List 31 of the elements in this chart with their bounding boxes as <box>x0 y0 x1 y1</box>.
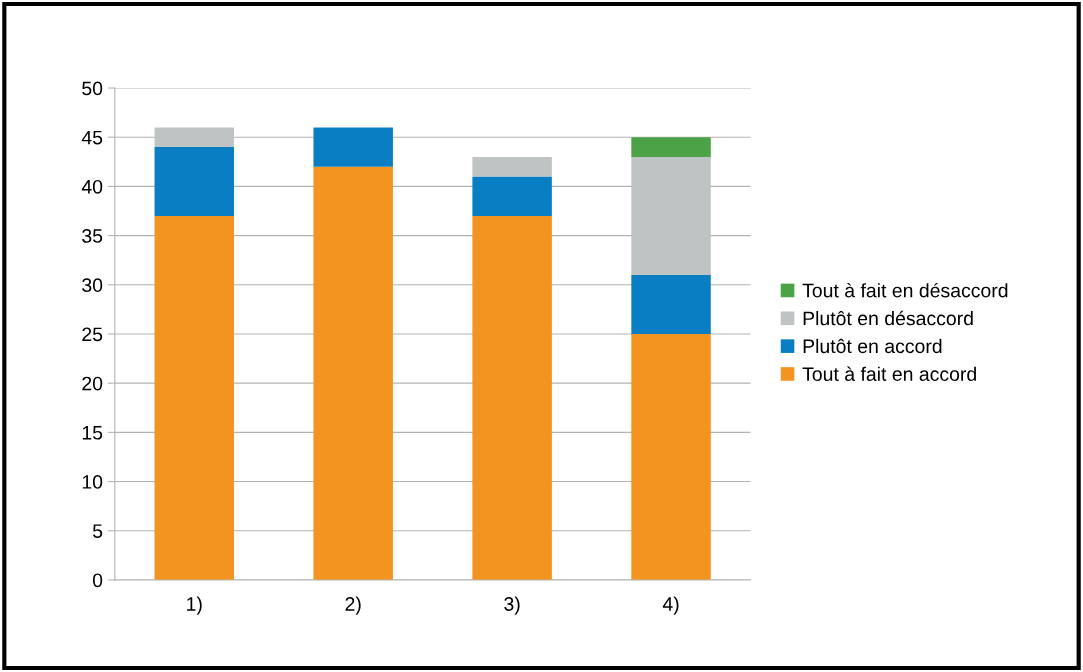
x-tick-label: 3) <box>504 596 520 615</box>
legend-label: Tout à fait en accord <box>802 366 976 381</box>
y-tick-label: 5 <box>92 524 103 538</box>
y-tick-label: 35 <box>82 229 103 243</box>
x-tick-label: 1) <box>187 596 202 615</box>
bar <box>472 156 552 177</box>
y-tick-label: 30 <box>82 278 103 293</box>
bar <box>631 156 711 275</box>
y-tick-label: 40 <box>81 179 103 194</box>
bar <box>472 215 552 580</box>
y-tick-label: 25 <box>82 327 103 342</box>
y-tick-label: 0 <box>92 573 103 588</box>
bar <box>313 166 393 580</box>
legend-label: Plutôt en désaccord <box>803 310 973 326</box>
y-tick-label: 20 <box>82 376 103 391</box>
y-tick-label: 15 <box>82 426 103 440</box>
y-tick-label: 10 <box>82 475 103 489</box>
bar <box>472 176 552 216</box>
bar <box>631 333 711 580</box>
bar <box>631 274 711 334</box>
bar <box>154 215 234 580</box>
bar <box>313 127 393 167</box>
x-tick-label: 2) <box>345 596 361 615</box>
y-tick-label: 45 <box>81 130 103 145</box>
y-tick-label: 50 <box>82 81 103 96</box>
bar <box>631 137 711 157</box>
legend-label: Plutôt en accord <box>803 338 942 354</box>
bar <box>154 147 234 216</box>
x-tick-label: 4) <box>662 596 679 615</box>
legend-label: Tout à fait en désaccord <box>802 282 1008 298</box>
bar <box>154 127 234 148</box>
